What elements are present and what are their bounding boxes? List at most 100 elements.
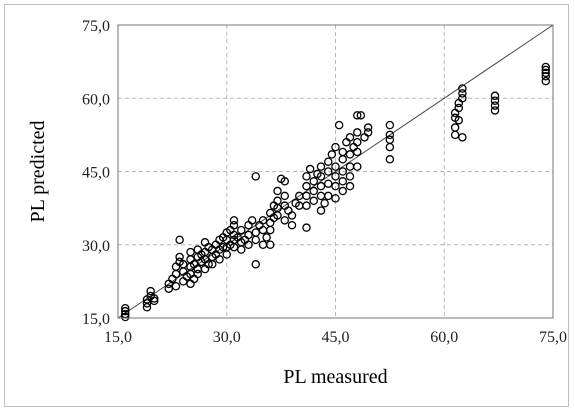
data-point [178, 277, 188, 286]
data-point [287, 220, 297, 230]
data-point [149, 294, 159, 303]
data-point [316, 172, 326, 181]
y-tick-labels: 15,0 30,0 45,0 60,0 75,0 [82, 18, 110, 328]
x-tick-label: 15,0 [104, 329, 132, 346]
data-point [345, 162, 355, 171]
data-point [236, 245, 246, 254]
data-point [352, 147, 362, 157]
y-tick-label: 45,0 [82, 165, 110, 182]
data-point [251, 235, 260, 245]
x-tick-labels: 15,0 30,0 45,0 60,0 75,0 [104, 329, 567, 346]
x-tick-label: 75,0 [539, 329, 567, 346]
data-point [204, 260, 213, 269]
data-point [265, 240, 275, 249]
data-point [186, 279, 195, 289]
data-point [338, 177, 347, 186]
data-point [265, 225, 275, 235]
data-point [331, 172, 340, 181]
data-point [338, 147, 347, 157]
data-point [454, 98, 463, 108]
data-point [363, 128, 373, 137]
y-tick-label: 15,0 [82, 311, 110, 328]
data-point [164, 284, 173, 293]
data-point [338, 186, 347, 196]
data-point [541, 68, 551, 78]
data-point [193, 269, 202, 279]
data-point [450, 130, 460, 140]
data-point [121, 303, 130, 313]
data-point [193, 264, 202, 274]
data-point [305, 164, 315, 174]
data-point [186, 247, 195, 257]
data-point [262, 233, 271, 242]
data-point [251, 172, 260, 181]
data-point [349, 142, 358, 152]
data-point [331, 181, 340, 191]
data-point [338, 167, 347, 176]
data-point [331, 142, 340, 152]
data-point [121, 306, 130, 316]
data-point [385, 120, 395, 130]
data-point [352, 162, 362, 171]
data-point [345, 133, 355, 142]
data-point [345, 150, 355, 159]
data-point [345, 172, 355, 181]
data-point [258, 225, 268, 235]
reference-line-group [117, 24, 554, 319]
data-point [229, 220, 239, 230]
data-point [316, 181, 326, 191]
y-axis-title: PL predicted [27, 120, 49, 222]
data-point [309, 196, 318, 206]
x-tick-label: 60,0 [430, 329, 458, 346]
data-point [356, 111, 366, 120]
data-point [327, 150, 337, 159]
data-point [490, 91, 500, 101]
data-point [352, 128, 362, 137]
data-point [323, 191, 333, 201]
y-tick-label: 30,0 [82, 238, 110, 255]
data-point [541, 65, 551, 75]
data-point [352, 137, 362, 147]
data-point [244, 220, 253, 230]
data-point [200, 264, 210, 274]
x-tick-label: 30,0 [213, 329, 241, 346]
data-point [323, 167, 333, 176]
data-point [280, 216, 289, 225]
data-point [302, 181, 311, 191]
data-point [171, 262, 181, 271]
data-point [251, 260, 260, 269]
data-point [323, 179, 333, 188]
data-point [541, 72, 551, 81]
data-point [258, 216, 268, 225]
data-point [149, 296, 159, 306]
data-point [302, 191, 311, 201]
data-point [178, 260, 188, 269]
data-points [121, 62, 551, 322]
data-point [338, 155, 347, 164]
data-point [142, 299, 152, 308]
data-point [331, 194, 340, 203]
data-point [215, 255, 224, 264]
data-point [490, 101, 500, 110]
data-point [287, 211, 297, 220]
data-point [302, 223, 311, 232]
data-point [280, 177, 289, 186]
data-point [541, 76, 551, 86]
data-point [146, 286, 155, 296]
data-point [171, 269, 181, 279]
data-point [360, 133, 369, 142]
data-point [229, 216, 239, 225]
y-tick-label: 60,0 [82, 91, 110, 108]
data-point [541, 62, 551, 72]
data-point [273, 186, 282, 196]
data-point [171, 282, 181, 291]
data-point [309, 177, 318, 186]
data-point [316, 191, 326, 201]
data-point [316, 206, 326, 215]
data-point [490, 96, 500, 105]
data-point [454, 103, 463, 113]
x-axis-title: PL measured [283, 366, 387, 388]
data-point [309, 186, 318, 196]
y-tick-label: 75,0 [82, 18, 110, 35]
